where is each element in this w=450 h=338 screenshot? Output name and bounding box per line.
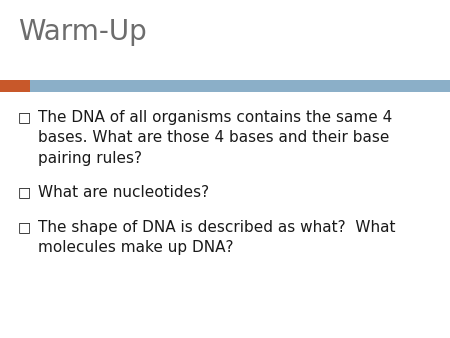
Text: □: □ [18,110,31,124]
Text: The shape of DNA is described as what?  What
molecules make up DNA?: The shape of DNA is described as what? W… [38,220,396,256]
Text: What are nucleotides?: What are nucleotides? [38,185,209,200]
Bar [0,80,30,92]
Text: □: □ [18,185,31,199]
Bar [30,80,450,92]
Text: □: □ [18,220,31,234]
Text: Warm-Up: Warm-Up [18,18,147,46]
Text: The DNA of all organisms contains the same 4
bases. What are those 4 bases and t: The DNA of all organisms contains the sa… [38,110,392,166]
